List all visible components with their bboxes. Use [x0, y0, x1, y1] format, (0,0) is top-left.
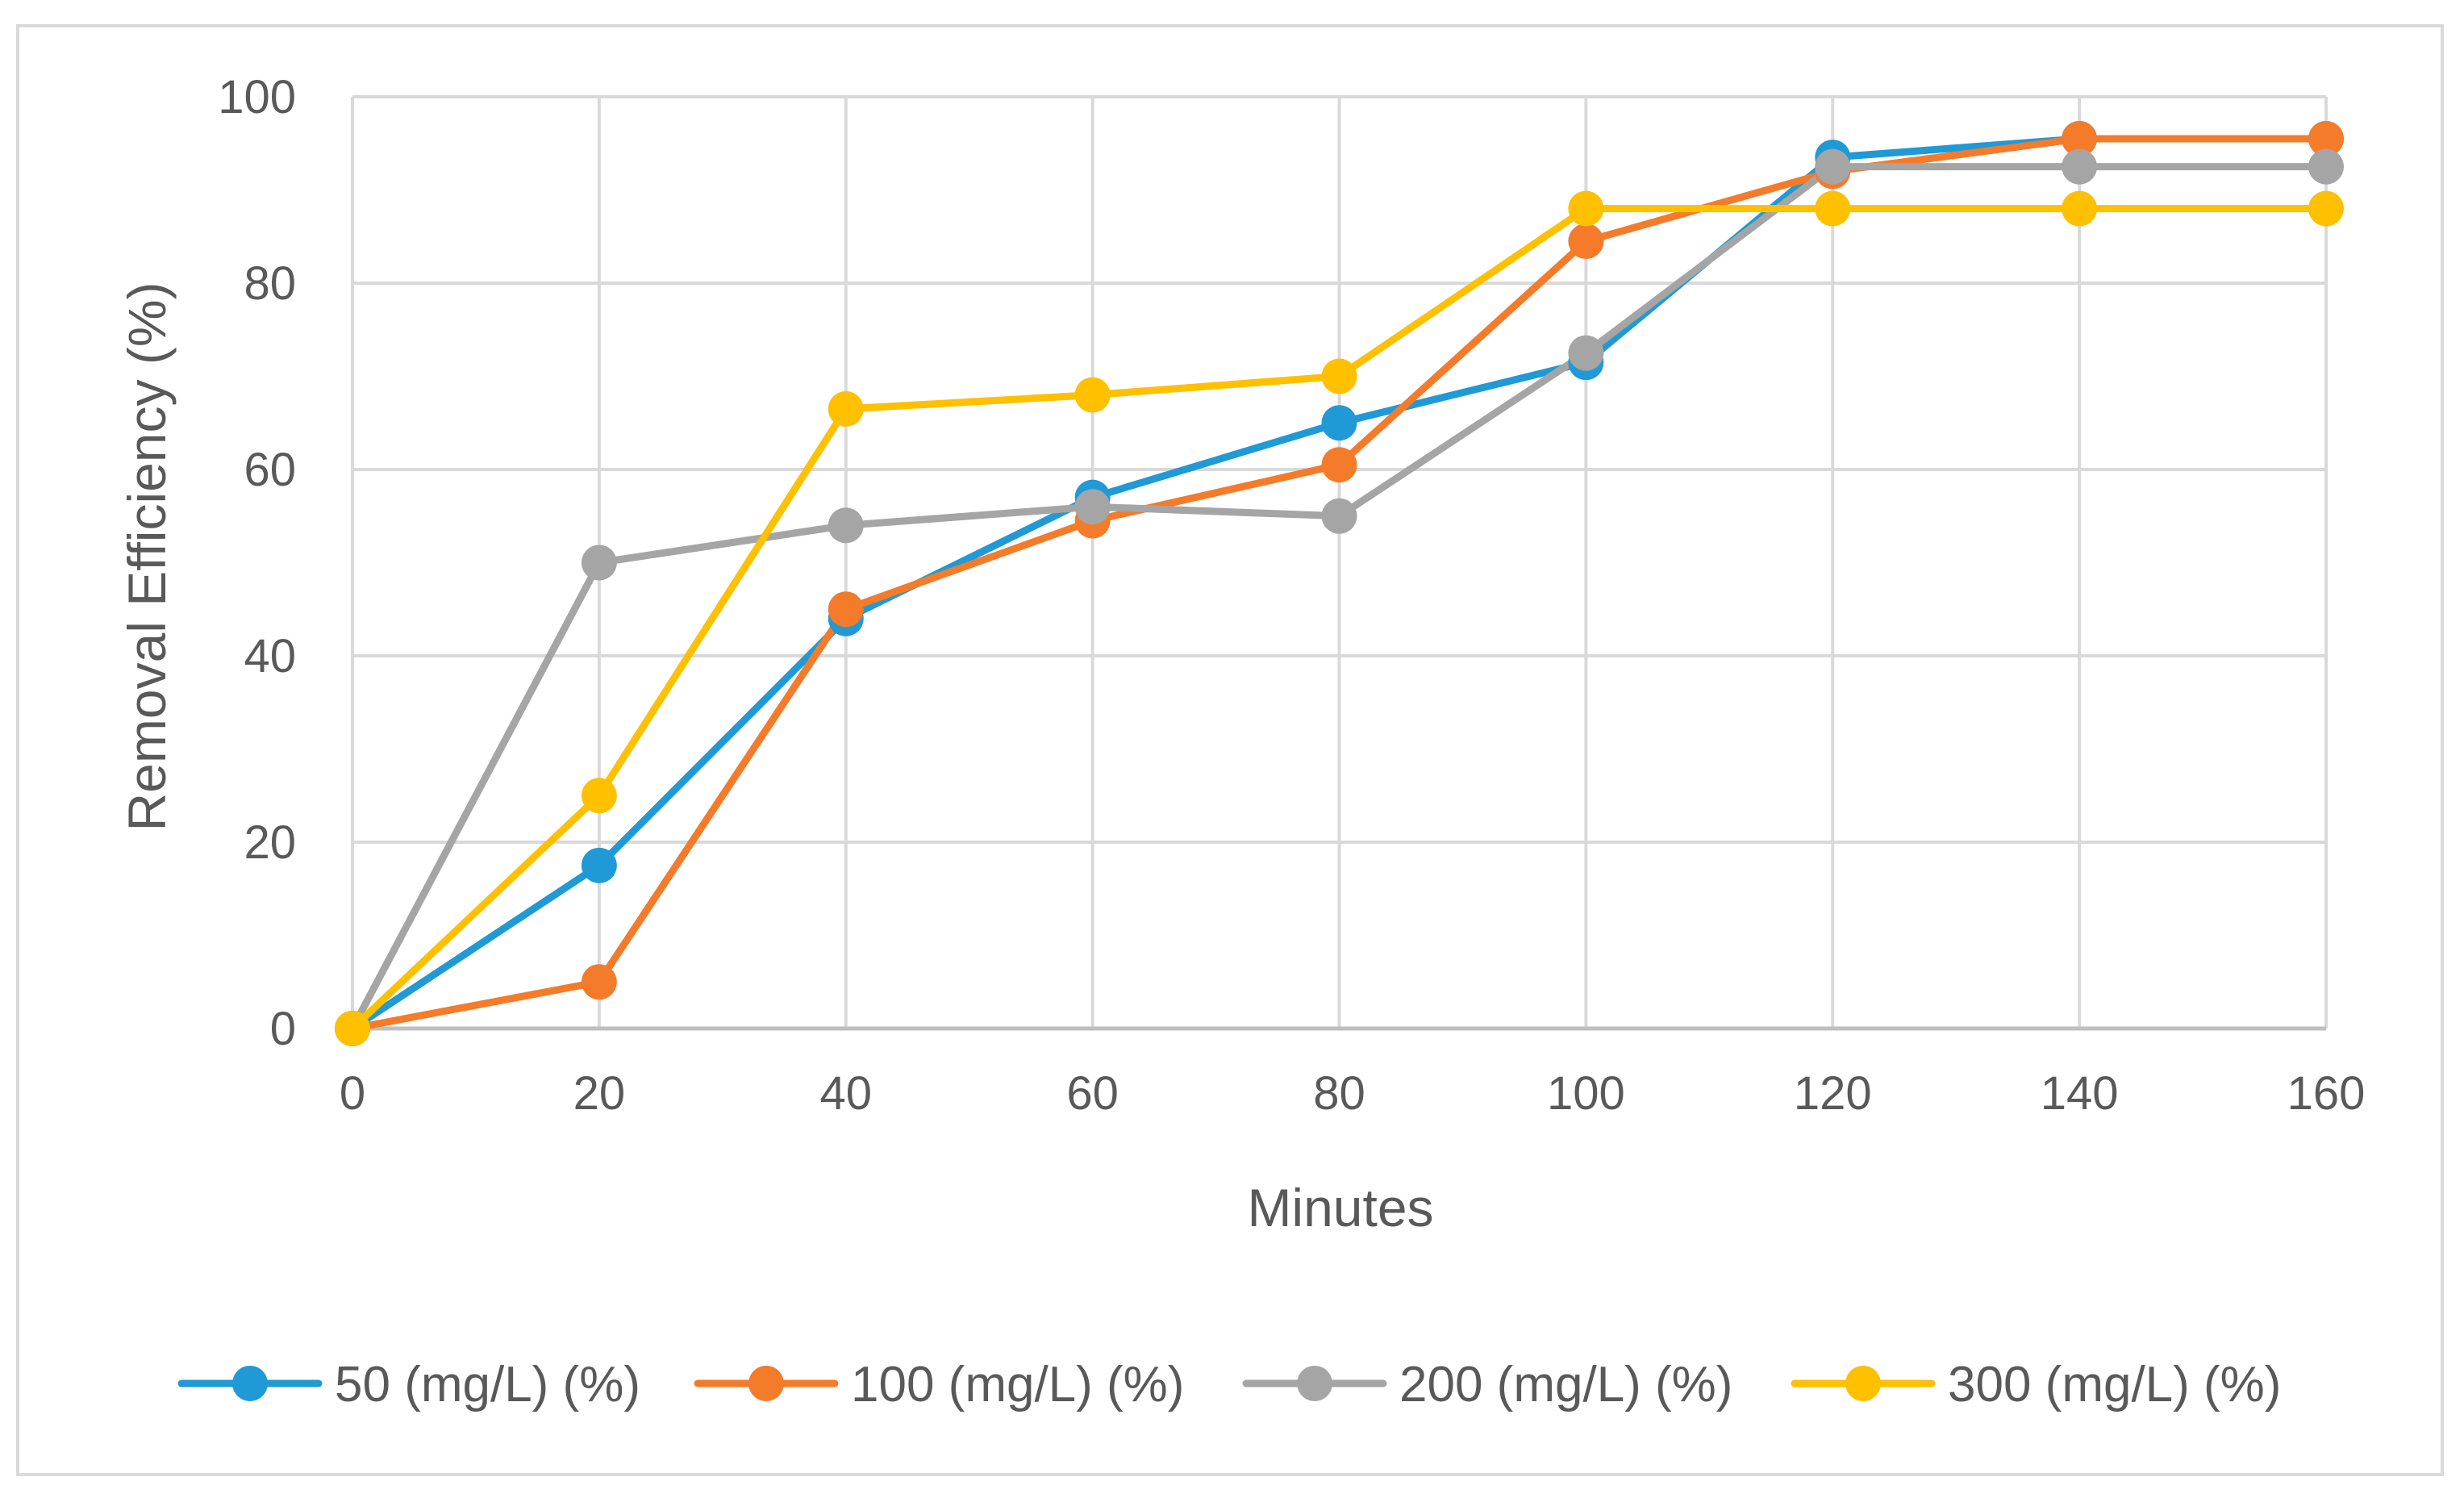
legend-swatch-marker — [1297, 1366, 1332, 1401]
legend-label: 200 (mg/L) (%) — [1399, 1357, 1732, 1412]
data-point — [581, 847, 617, 883]
tick-labels: 0 20 40 60 80 100 120 140 160 0 20 40 60 80 100 — [218, 71, 2365, 1120]
chart-area — [16, 24, 2444, 1476]
x-tick-label: 140 — [2041, 1067, 2119, 1120]
legend-item-1: 50 (mg/L) (%) — [177, 1357, 640, 1412]
x-tick-label: 100 — [1547, 1067, 1625, 1120]
data-point — [1074, 489, 1111, 525]
x-tick-label: 20 — [573, 1067, 626, 1120]
y-tick-label: 80 — [244, 257, 296, 310]
data-point — [335, 1011, 370, 1046]
y-tick-label: 100 — [218, 71, 296, 123]
data-point — [1568, 223, 1604, 260]
legend-item-3: 200 (mg/L) (%) — [1242, 1357, 1732, 1412]
legend-swatch-marker — [232, 1366, 268, 1401]
data-point — [2062, 148, 2098, 185]
legend-item-2: 100 (mg/L) (%) — [694, 1357, 1184, 1412]
legend-swatch-marker — [748, 1366, 784, 1401]
data-point — [2062, 190, 2098, 227]
y-axis-title: Removal Efficiency (%) — [117, 282, 177, 832]
grid — [351, 95, 2328, 1031]
data-point — [581, 964, 617, 1000]
data-point — [828, 507, 864, 544]
x-tick-label: 0 — [340, 1067, 365, 1120]
x-tick-label: 120 — [1794, 1067, 1872, 1120]
data-point — [2308, 190, 2344, 227]
x-tick-label: 80 — [1313, 1067, 1365, 1120]
series-markers — [335, 120, 2344, 1046]
legend-label: 300 (mg/L) (%) — [1948, 1357, 2281, 1412]
data-point — [581, 778, 617, 814]
data-point — [1074, 377, 1111, 413]
y-tick-label: 0 — [270, 1003, 296, 1055]
y-tick-label: 20 — [244, 816, 296, 869]
data-point — [1321, 405, 1357, 441]
data-point — [1815, 190, 1851, 227]
data-point — [2308, 120, 2344, 156]
data-point — [1568, 335, 1604, 371]
y-tick-label: 60 — [244, 444, 296, 496]
legend-swatch-marker — [1845, 1366, 1881, 1401]
x-axis-title: Minutes — [1247, 1178, 1433, 1237]
data-point — [1568, 190, 1604, 227]
data-point — [2062, 120, 2098, 156]
legend-label: 100 (mg/L) (%) — [851, 1357, 1184, 1412]
data-point — [581, 545, 617, 581]
x-tick-label: 160 — [2287, 1067, 2366, 1120]
y-tick-label: 40 — [244, 630, 296, 682]
legend-item-4: 300 (mg/L) (%) — [1791, 1357, 2281, 1412]
data-point — [1321, 447, 1357, 483]
data-point — [1321, 498, 1357, 534]
x-tick-label: 60 — [1066, 1067, 1119, 1120]
data-point — [828, 591, 864, 628]
legend-label: 50 (mg/L) (%) — [335, 1357, 640, 1412]
data-point — [1815, 148, 1851, 185]
data-point — [2308, 148, 2344, 185]
legend: 50 (mg/L) (%) 100 (mg/L) (%) 200 (mg/L) (%… — [177, 1357, 2281, 1412]
x-tick-label: 40 — [819, 1067, 872, 1120]
data-point — [828, 390, 864, 427]
data-point — [1321, 358, 1357, 394]
